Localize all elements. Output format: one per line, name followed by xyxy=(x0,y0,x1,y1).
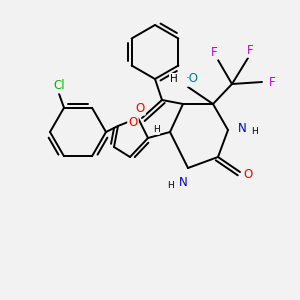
Text: H: H xyxy=(250,128,257,136)
Text: H: H xyxy=(153,125,159,134)
Text: F: F xyxy=(269,76,275,88)
Text: O: O xyxy=(135,101,145,115)
Text: F: F xyxy=(247,44,253,56)
Text: Cl: Cl xyxy=(53,79,65,92)
Text: H: H xyxy=(167,181,173,190)
Text: N: N xyxy=(178,176,188,188)
Text: O: O xyxy=(128,116,138,128)
Text: N: N xyxy=(238,122,246,134)
Text: ·O: ·O xyxy=(185,73,199,85)
Text: H: H xyxy=(170,74,178,84)
Text: O: O xyxy=(243,167,253,181)
Text: F: F xyxy=(211,46,217,59)
